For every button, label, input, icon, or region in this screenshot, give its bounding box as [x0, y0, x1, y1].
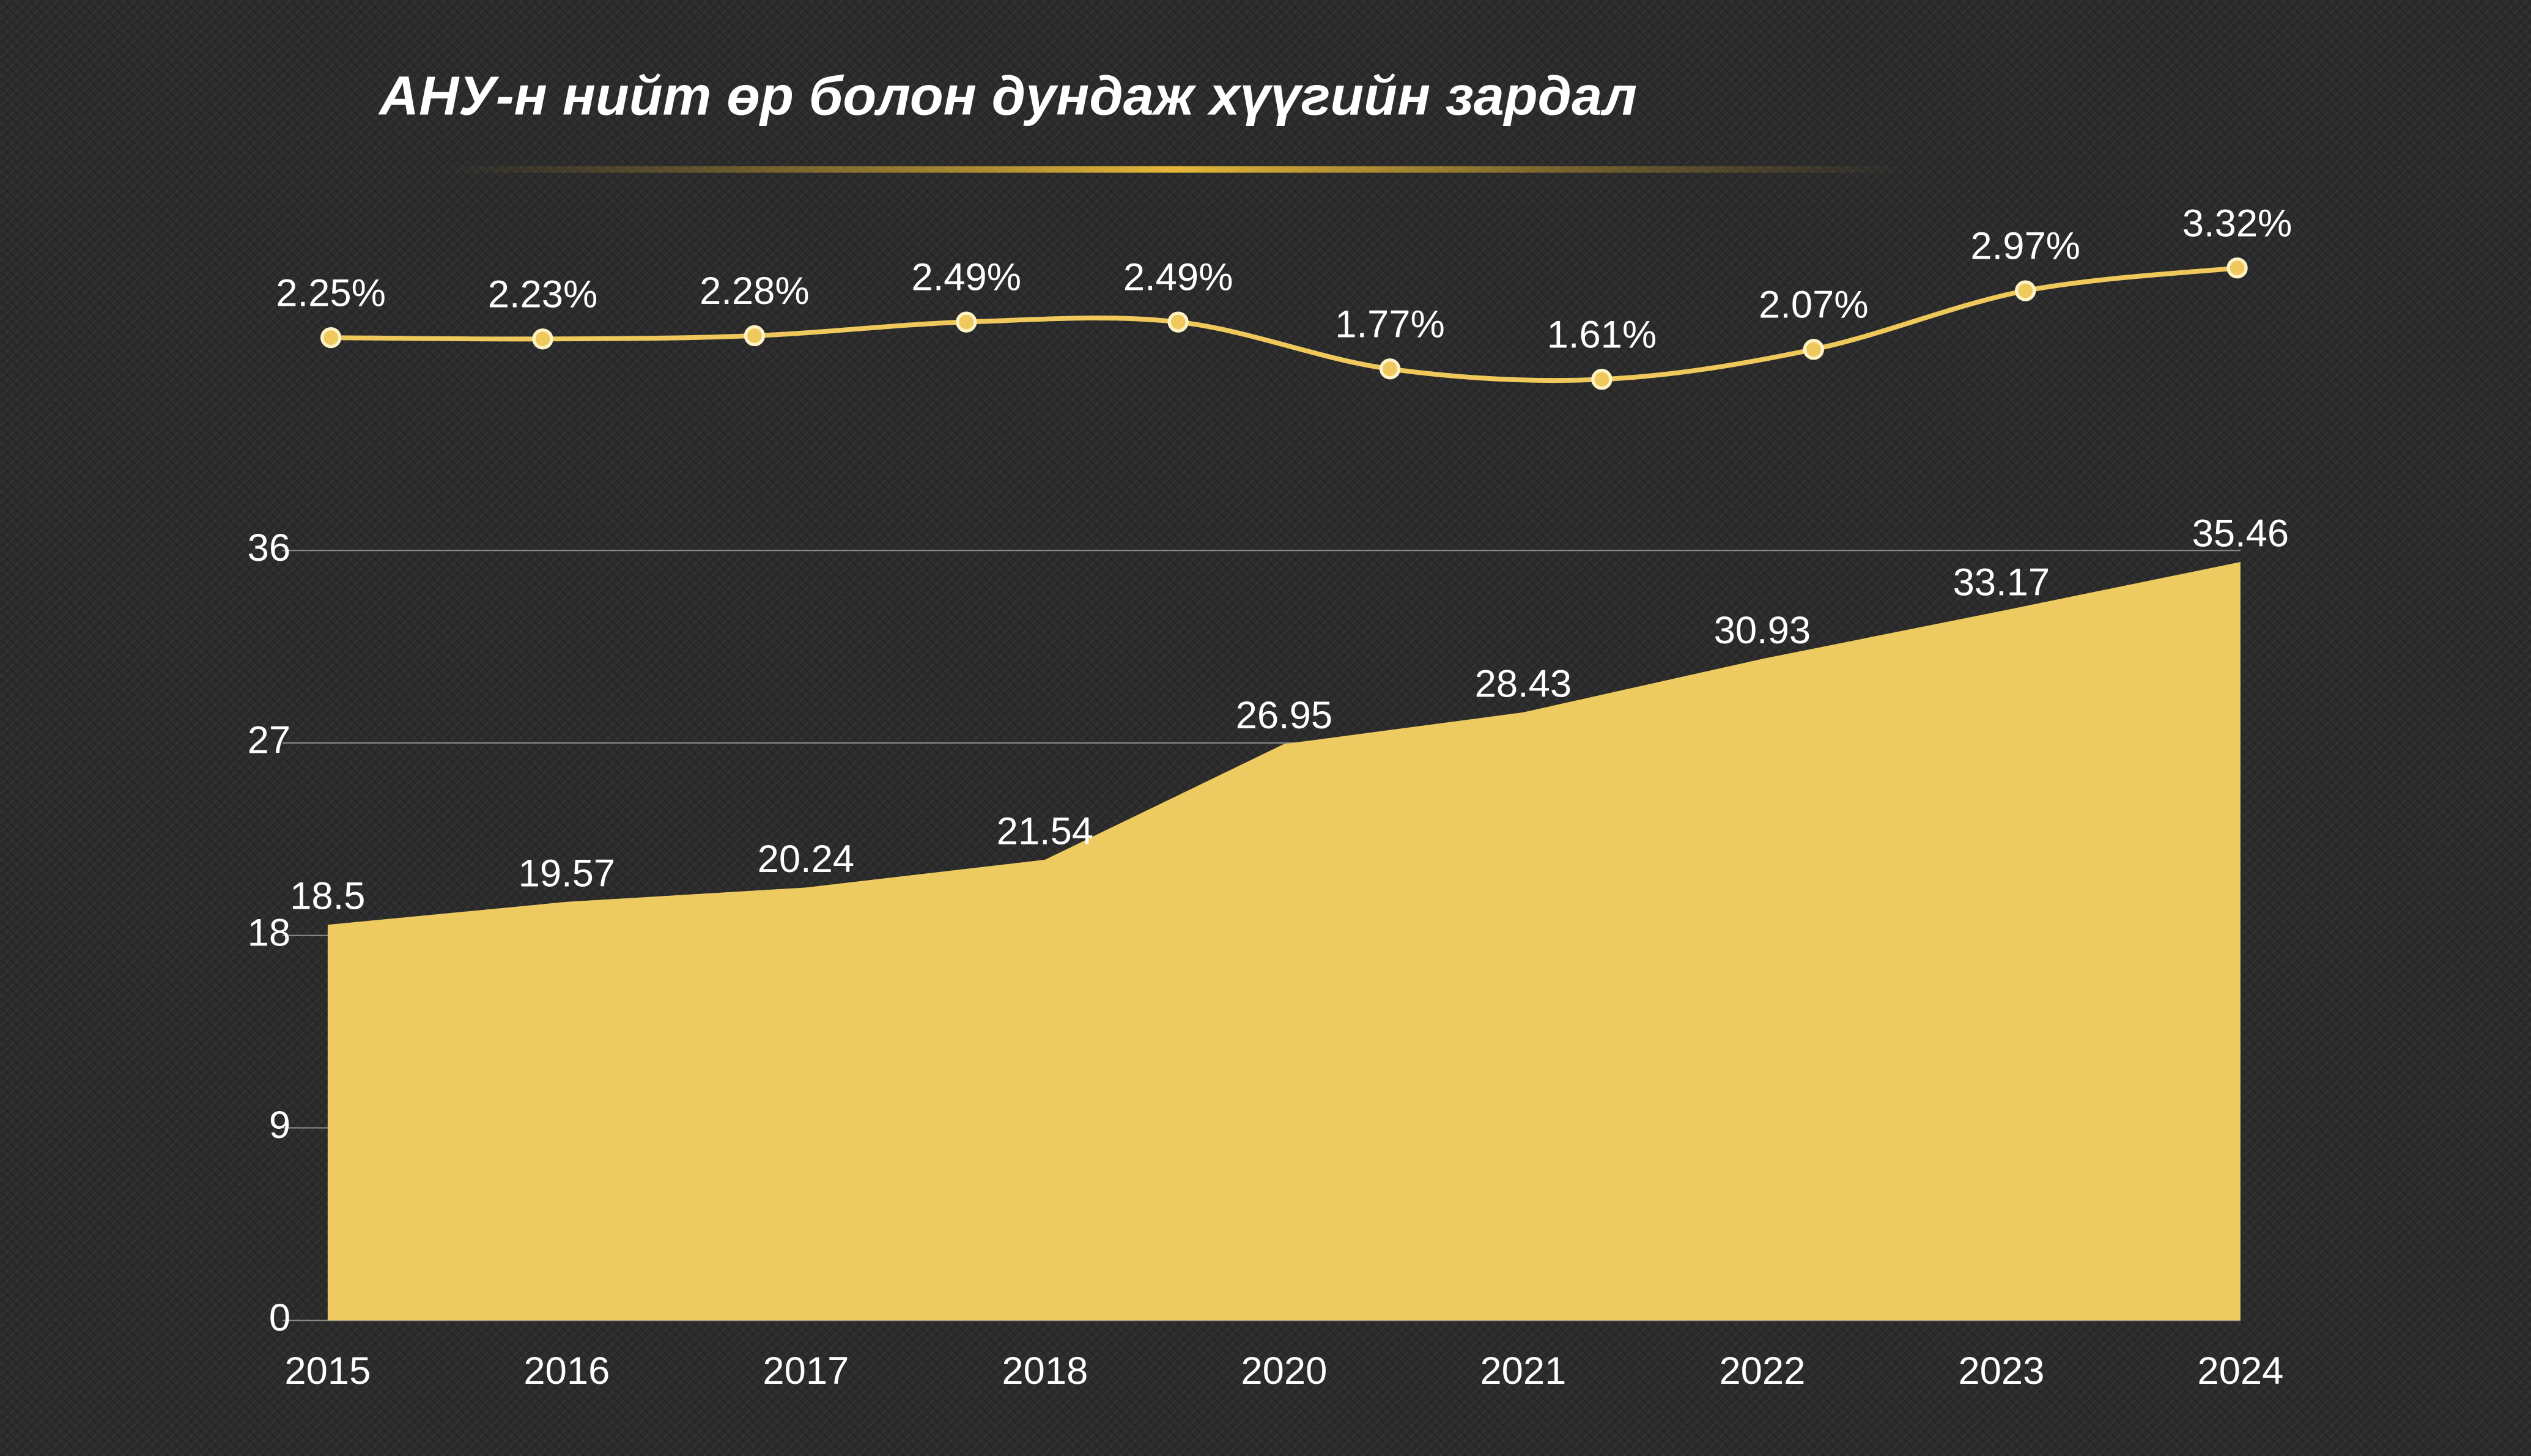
point	[1803, 339, 1824, 360]
x-tick-label: 2022	[1719, 1350, 1805, 1392]
x-tick-label: 2024	[2197, 1350, 2283, 1392]
title-underline	[443, 166, 1905, 173]
point	[532, 328, 553, 350]
x-tick-label: 2021	[1480, 1350, 1566, 1392]
point	[1167, 311, 1189, 333]
data-label: 21.54	[997, 810, 1094, 852]
x-tick-label: 2015	[284, 1350, 371, 1392]
point	[2015, 280, 2036, 301]
data-label: 19.57	[519, 852, 616, 895]
area	[327, 562, 2241, 1321]
x-tick-label: 2017	[763, 1350, 849, 1392]
point	[320, 327, 342, 349]
data-label: 1.61%	[1547, 313, 1657, 356]
data-label: 35.46	[2192, 512, 2289, 555]
data-label: 2.28%	[700, 270, 810, 312]
data-label: 33.17	[1953, 561, 2050, 604]
point	[956, 311, 977, 333]
data-label: 1.77%	[1335, 303, 1445, 346]
data-label: 2.23%	[488, 273, 598, 316]
data-label: 2.49%	[911, 256, 1021, 299]
x-tick-label: 2018	[1002, 1350, 1088, 1392]
data-label: 2.49%	[1123, 256, 1233, 299]
point	[1379, 358, 1401, 380]
y-tick-label: 0	[269, 1296, 290, 1339]
point	[2226, 257, 2248, 279]
data-label: 2.07%	[1759, 283, 1869, 326]
data-label: 26.95	[1236, 694, 1333, 737]
data-label: 3.32%	[2182, 202, 2293, 245]
data-label: 28.43	[1475, 662, 1572, 705]
data-label: 20.24	[758, 838, 855, 881]
point	[744, 325, 766, 347]
chart-title: АНУ-н нийт өр болон дундаж хүүгийн зарда…	[378, 65, 1637, 127]
data-label: 18.5	[290, 875, 365, 918]
y-tick-label: 9	[269, 1104, 290, 1147]
line	[331, 265, 2238, 383]
x-tick-label: 2023	[1958, 1350, 2044, 1392]
x-tick-label: 2016	[523, 1350, 610, 1392]
y-tick-label: 18	[248, 911, 290, 954]
data-label: 30.93	[1714, 609, 1811, 652]
x-tick-label: 2020	[1241, 1350, 1327, 1392]
y-tick-label: 27	[248, 719, 290, 762]
y-tick-label: 36	[248, 527, 290, 569]
point	[1591, 369, 1613, 390]
data-label: 2.97%	[1970, 225, 2080, 268]
data-label: 2.25%	[276, 272, 386, 314]
